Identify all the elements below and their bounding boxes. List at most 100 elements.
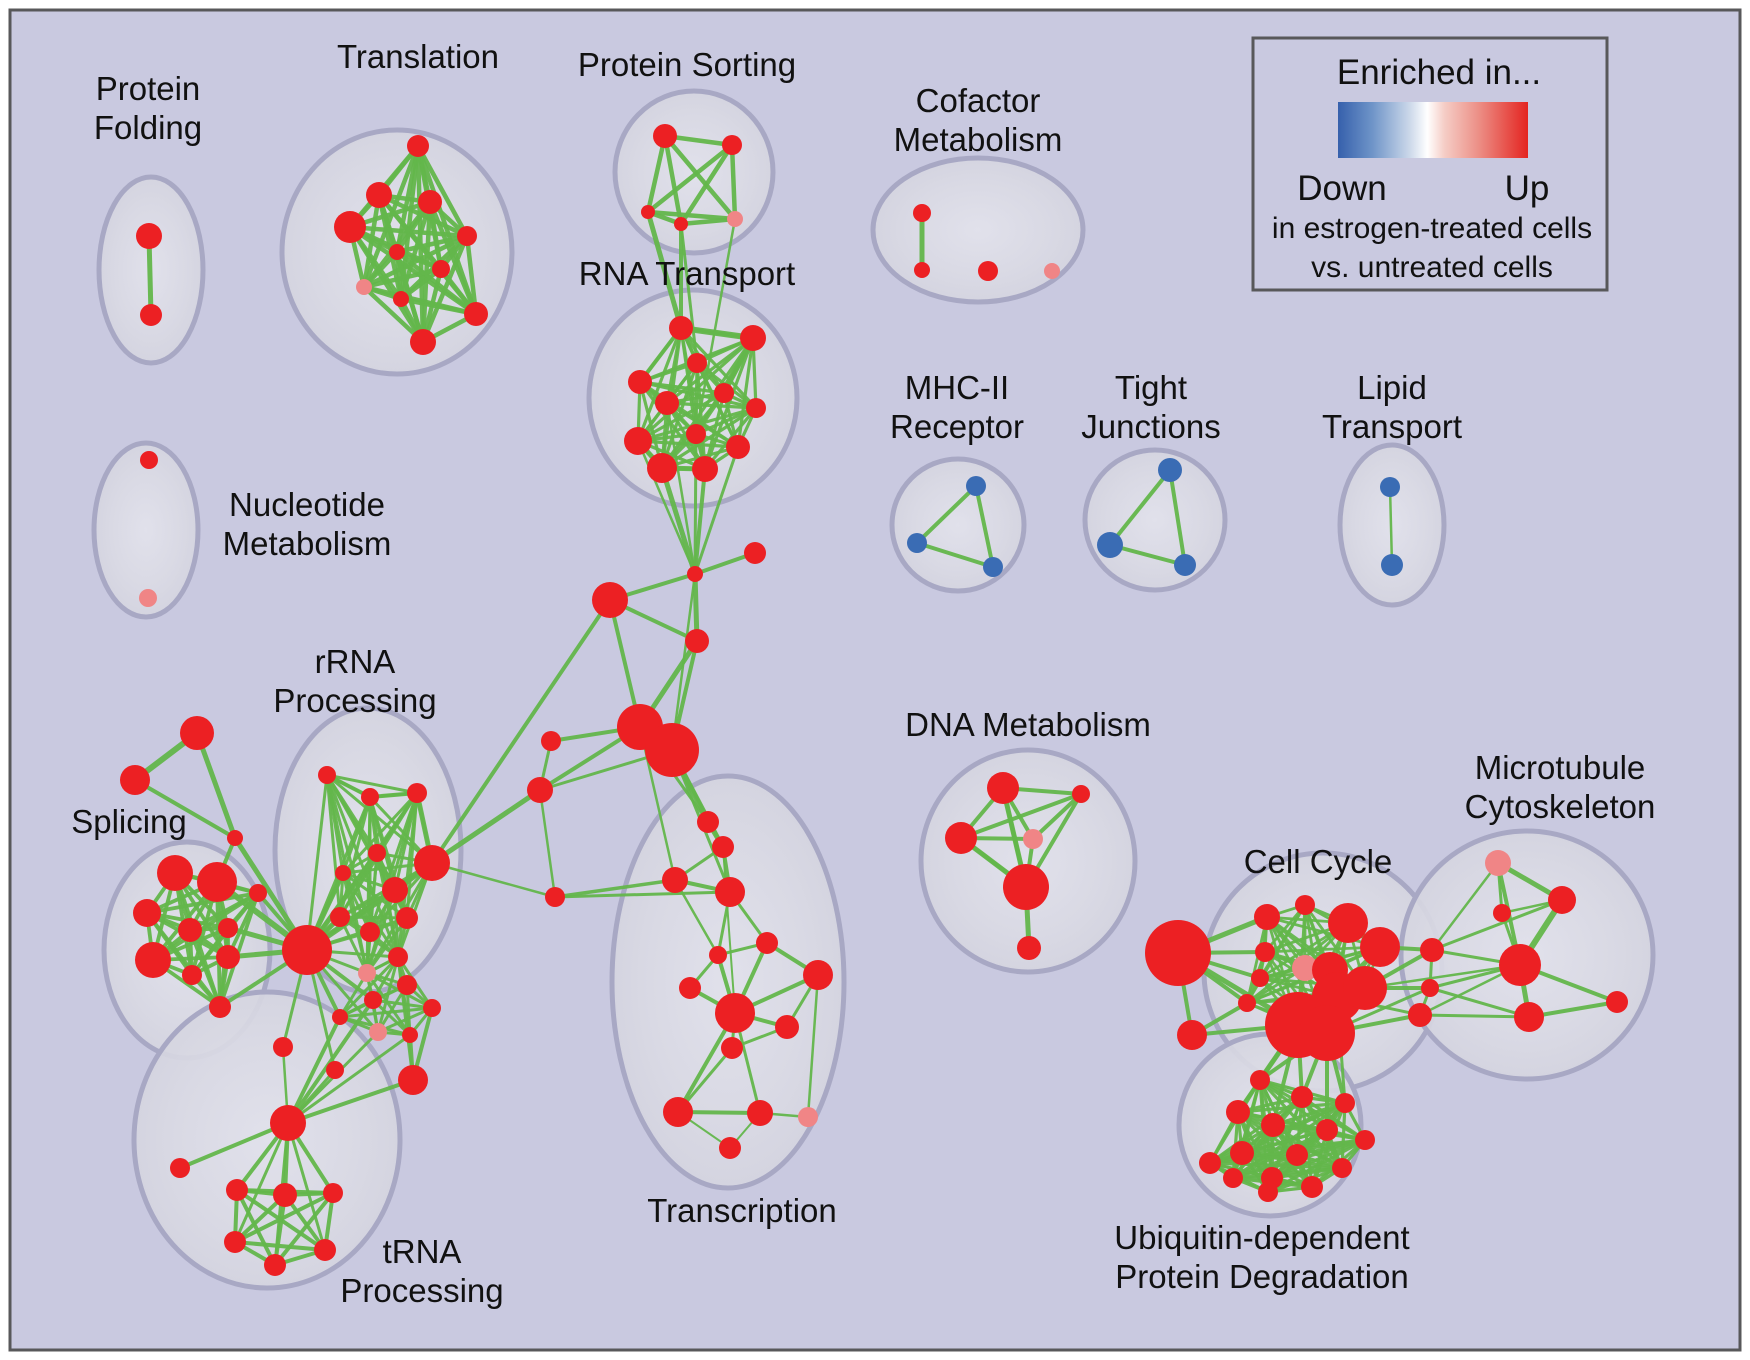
cluster-label-ubiquitin-dependent-protein-degradation: Ubiquitin-dependent xyxy=(1114,1219,1409,1256)
enrichment-edge xyxy=(1430,898,1564,952)
gene-set-node xyxy=(746,398,766,418)
enrichment-edge xyxy=(1270,1166,1344,1180)
gene-set-node xyxy=(423,999,441,1017)
enrichment-edge xyxy=(673,878,720,957)
enrichment-edge xyxy=(286,1015,342,1125)
enrichment-edge xyxy=(218,891,260,1009)
gene-set-node xyxy=(418,190,442,214)
enrichment-edge xyxy=(645,133,668,215)
cluster-label-rna-transport: RNA Transport xyxy=(579,255,795,292)
gene-set-node xyxy=(369,1023,387,1041)
gene-set-node xyxy=(414,845,450,881)
enrichment-edge xyxy=(915,484,978,545)
enrichment-edge xyxy=(133,778,237,840)
gene-set-node xyxy=(653,124,677,148)
enrichment-edge xyxy=(679,326,758,410)
gene-set-node xyxy=(1291,1086,1313,1108)
gene-set-node xyxy=(1044,263,1060,279)
cluster-label-lipid-transport: Transport xyxy=(1322,408,1462,445)
enrichment-edge xyxy=(365,888,397,975)
cluster-ellipse-nucleotide-metabolism xyxy=(91,440,201,620)
legend-gradient-bar xyxy=(1338,102,1528,158)
gene-set-node xyxy=(410,329,436,355)
cluster-ellipse-mhc-ii-receptor xyxy=(889,456,1027,594)
enrichment-edge xyxy=(235,1188,277,1267)
gene-set-node xyxy=(1072,785,1090,803)
enrichment-edge xyxy=(151,891,260,962)
gene-set-node xyxy=(712,836,734,858)
gene-set-node xyxy=(1174,554,1196,576)
gene-set-node xyxy=(1258,1182,1278,1202)
gene-set-node xyxy=(170,1158,190,1178)
gene-set-node xyxy=(1332,1158,1352,1178)
enrichment-edge xyxy=(693,467,707,576)
gene-set-node xyxy=(218,918,238,938)
gene-set-node xyxy=(1420,938,1444,962)
gene-set-node xyxy=(1408,1003,1432,1027)
enrichment-edge xyxy=(371,998,434,1010)
enrichment-edge xyxy=(722,846,736,1014)
enrichment-edge xyxy=(695,361,707,471)
gene-set-node xyxy=(756,932,778,954)
gene-set-node xyxy=(224,1231,246,1253)
enrichment-edge xyxy=(694,406,758,436)
enrichment-edge xyxy=(1245,915,1269,1005)
gene-set-node xyxy=(907,533,927,553)
enrichment-edge xyxy=(338,1006,434,1019)
legend-box xyxy=(1251,36,1609,292)
gene-set-node xyxy=(697,811,719,833)
enrichment-edge xyxy=(338,915,369,975)
gene-set-node xyxy=(592,582,628,618)
enrichment-edge xyxy=(553,890,732,899)
gene-set-node xyxy=(945,822,977,854)
gene-set-node xyxy=(393,291,409,307)
gene-set-node xyxy=(407,783,427,803)
gene-set-node xyxy=(721,1037,743,1059)
gene-set-node xyxy=(398,1065,428,1095)
gene-set-node xyxy=(1493,904,1511,922)
gene-set-node xyxy=(157,855,193,891)
cluster-label-microtubule-cytoskeleton: Cytoskeleton xyxy=(1465,788,1656,825)
gene-set-node xyxy=(1343,966,1387,1010)
enrichment-edge xyxy=(286,1121,327,1252)
cluster-label-cell-cycle: Cell Cycle xyxy=(1244,843,1393,880)
gene-set-node xyxy=(264,1254,286,1276)
enrichment-edge xyxy=(662,133,738,222)
gene-set-node xyxy=(1223,1168,1243,1188)
gene-set-node xyxy=(1158,458,1182,482)
gene-set-node xyxy=(722,135,742,155)
gene-set-node xyxy=(139,589,157,607)
gene-set-node xyxy=(273,1037,293,1057)
cluster-label-cofactor-metabolism: Cofactor xyxy=(916,82,1041,119)
gene-set-node xyxy=(356,279,372,295)
enrichment-edge xyxy=(638,380,707,471)
enrichment-edge xyxy=(273,1191,335,1267)
enrichment-edge xyxy=(305,773,329,952)
enrichment-edge xyxy=(286,1078,415,1125)
enrichment-edge xyxy=(365,795,372,975)
gene-set-node xyxy=(978,261,998,281)
legend-context-line1: in estrogen-treated cells xyxy=(1272,212,1592,245)
gene-set-node xyxy=(1328,903,1368,943)
gene-set-node xyxy=(987,772,1019,804)
enrichment-edge xyxy=(464,233,479,317)
enrichment-edge xyxy=(1388,485,1394,567)
gene-set-node xyxy=(1097,532,1123,558)
gene-set-node xyxy=(628,370,652,394)
cluster-label-trna-processing: tRNA xyxy=(383,1233,462,1270)
enrichment-edge xyxy=(394,233,470,255)
gene-set-node xyxy=(1514,1002,1544,1032)
gene-set-node xyxy=(545,887,565,907)
enrichment-edge xyxy=(1031,792,1083,841)
gene-set-node xyxy=(1199,1152,1221,1174)
cluster-ellipse-tight-junctions xyxy=(1082,447,1228,593)
legend-context-line2: vs. untreated cells xyxy=(1311,251,1553,284)
gene-set-node xyxy=(382,877,408,903)
enrichment-edge xyxy=(286,1033,412,1125)
gene-set-node xyxy=(1299,1005,1355,1061)
enrichment-edge xyxy=(415,143,470,239)
gene-set-node xyxy=(527,777,553,803)
cluster-label-protein-folding: Folding xyxy=(94,109,202,146)
